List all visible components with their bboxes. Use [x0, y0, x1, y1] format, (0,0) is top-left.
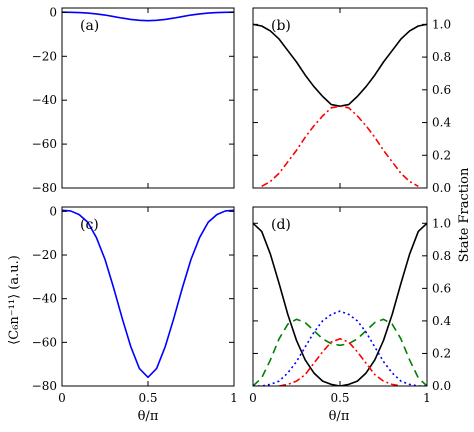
panel-label-a: (a) — [80, 18, 99, 34]
y-tick-label-b: 0.4 — [432, 116, 451, 130]
y-tick-label-c: −40 — [32, 292, 57, 306]
x-tick-label-c: 0 — [58, 391, 66, 405]
y-tick-label-b: 0.2 — [432, 148, 451, 162]
y-tick-label-d: 0.8 — [432, 249, 451, 263]
x-tick-label-d: 0.5 — [330, 391, 349, 405]
series-line-c-1 — [62, 209, 234, 379]
y-tick-label-d: 0.0 — [432, 379, 451, 393]
y-tick-label-a: −80 — [32, 181, 57, 195]
plot-frame-d — [252, 206, 428, 387]
series-line-a-1 — [62, 11, 234, 22]
y-tick-label-a: −40 — [32, 93, 57, 107]
series-line-d-3 — [253, 310, 427, 386]
plot-frame-a — [61, 7, 235, 189]
x-axis-label-left: θ/π — [138, 409, 159, 424]
y-tick-label-c: 0 — [49, 204, 57, 218]
y-tick-label-c: −80 — [32, 379, 57, 393]
x-axis-label-right: θ/π — [329, 409, 350, 424]
x-tick-label-c: 1 — [230, 391, 238, 405]
panel-label-d: (d) — [271, 217, 291, 233]
y-tick-label-b: 1.0 — [432, 17, 451, 31]
panel-a: 0 −20 −40 −60 −80 (a) — [32, 5, 235, 195]
y-tick-label-d: 0.2 — [432, 346, 451, 360]
y-tick-label-a: 0 — [49, 5, 57, 19]
series-line-b-1 — [253, 23, 427, 107]
plot-frame-c — [61, 206, 235, 387]
series-line-d-4 — [278, 338, 402, 386]
y-tick-label-b: 0.0 — [432, 181, 451, 195]
series-line-b-2 — [261, 105, 419, 188]
panel-c: 0−20−40−60−800 0.5 1(c) — [32, 204, 238, 405]
y-tick-label-c: −60 — [32, 335, 57, 349]
panel-d: 1.0 0.8 0.6 0.4 0.2 0.0 0 0.5 1 (d) — [249, 206, 451, 405]
y-tick-label-c: −20 — [32, 248, 57, 262]
y-axis-label-left: ⟨C₆n⁻¹¹⟩ (a.u.) — [7, 255, 22, 345]
x-tick-label-c: 0.5 — [138, 391, 157, 405]
y-tick-label-d: 0.4 — [432, 314, 451, 328]
y-axis-label-right: State Fraction — [457, 167, 472, 262]
y-tick-label-b: 0.8 — [432, 50, 451, 64]
series-line-d-1 — [253, 222, 427, 386]
y-tick-label-a: −20 — [32, 49, 57, 63]
y-tick-label-d: 0.6 — [432, 281, 451, 295]
series-line-d-2 — [253, 318, 427, 386]
y-tick-label-d: 1.0 — [432, 216, 451, 230]
x-tick-label-d: 1 — [423, 391, 431, 405]
x-tick-label-d: 0 — [249, 391, 257, 405]
y-tick-label-b: 0.6 — [432, 83, 451, 97]
panel-label-b: (b) — [271, 18, 291, 34]
plot-frame-b — [252, 7, 428, 189]
y-tick-label-a: −60 — [32, 137, 57, 151]
panel-label-c: (c) — [80, 217, 99, 233]
panel-b: 1.0 0.8 0.6 0.4 0.2 0.0 (b) — [252, 7, 451, 195]
